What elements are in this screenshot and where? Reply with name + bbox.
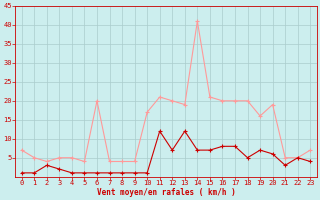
X-axis label: Vent moyen/en rafales ( km/h ): Vent moyen/en rafales ( km/h ) bbox=[97, 188, 236, 197]
